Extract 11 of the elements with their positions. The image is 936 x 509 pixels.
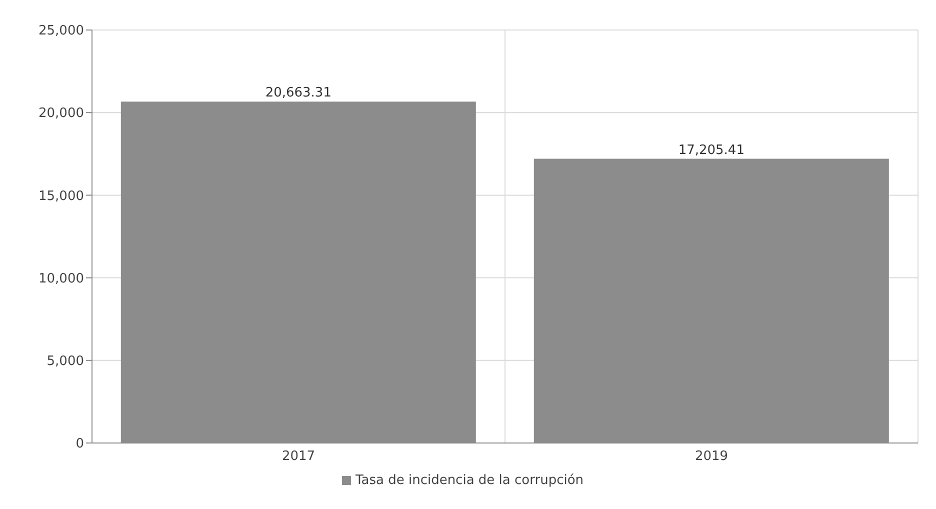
y-tick-label: 5,000 (46, 354, 84, 370)
legend-label: Tasa de incidencia de la corrupción (355, 473, 584, 488)
y-tick-label: 15,000 (38, 188, 84, 204)
data-label: 17,205.41 (678, 142, 744, 158)
y-tick-label: 20,000 (38, 106, 84, 122)
y-tick-label: 10,000 (38, 271, 84, 286)
x-tick-label: 2017 (282, 449, 316, 464)
data-label: 20,663.31 (265, 86, 332, 101)
x-tick-label: 2019 (694, 449, 728, 464)
y-tick-label: 25,000 (38, 24, 84, 39)
y-tick-label: 0 (76, 436, 84, 452)
